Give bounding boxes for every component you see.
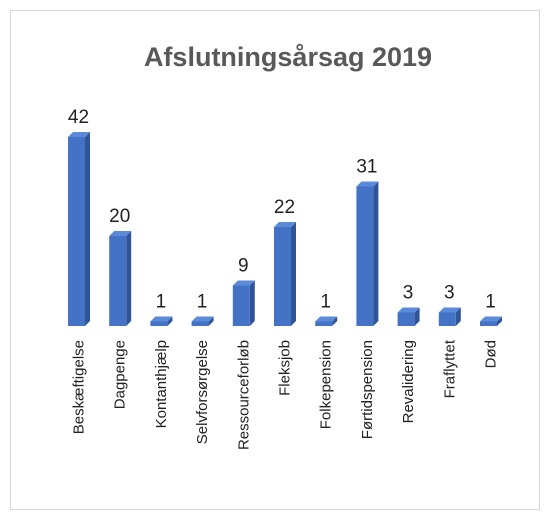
bar-side xyxy=(249,280,255,326)
bar-side xyxy=(208,316,214,326)
value-label: 1 xyxy=(197,292,208,313)
bar-top xyxy=(232,280,255,286)
bar xyxy=(109,236,127,326)
chart-title: Afslutningsårsag 2019 xyxy=(144,42,432,72)
bar-top xyxy=(109,231,132,236)
bar-top xyxy=(397,307,420,313)
value-label: 3 xyxy=(403,283,414,304)
bar-side xyxy=(332,316,338,326)
value-label: 20 xyxy=(109,206,130,227)
value-label: 1 xyxy=(156,292,167,313)
bar xyxy=(68,137,85,326)
bar xyxy=(191,321,209,326)
bar-side xyxy=(167,316,173,326)
bar-top xyxy=(438,307,461,313)
bar-top xyxy=(315,316,338,322)
x-tick-label: Dagpenge xyxy=(112,340,129,409)
x-tick-label: Ressourceforløb xyxy=(235,340,252,450)
bar-side xyxy=(497,316,502,326)
x-tick-label: Fraflyttet xyxy=(441,339,458,398)
bar-side xyxy=(414,307,420,326)
value-label: 1 xyxy=(320,292,331,313)
bar xyxy=(232,285,250,326)
bar-top xyxy=(480,316,502,322)
x-tick-label: Folkepension xyxy=(318,340,335,429)
x-tick-label: Selvforsørgelse xyxy=(194,340,211,444)
x-tick-label: Førtidspension xyxy=(359,340,376,439)
bar xyxy=(274,227,291,326)
bar-top xyxy=(191,316,214,322)
x-tick-label: Beskæftigelse xyxy=(71,340,88,434)
bar-side xyxy=(85,132,90,326)
bar xyxy=(356,186,374,326)
x-tick-label: Død xyxy=(483,340,500,368)
bar-top xyxy=(274,222,296,227)
value-label: 1 xyxy=(485,292,496,313)
bar xyxy=(397,312,415,326)
bar-side xyxy=(291,222,296,326)
bar xyxy=(315,321,333,326)
x-tick-label: Revalidering xyxy=(400,340,417,423)
value-label: 42 xyxy=(68,107,89,128)
x-tick-label: Fleksjob xyxy=(277,340,294,396)
bar-side xyxy=(126,231,132,326)
bar-top xyxy=(356,181,379,187)
bar-top xyxy=(150,316,173,322)
value-label: 31 xyxy=(356,157,377,178)
bar xyxy=(480,321,497,326)
bar-side xyxy=(455,307,461,326)
bar-top xyxy=(68,132,90,137)
value-label: 22 xyxy=(274,197,295,218)
x-tick-label: Kontanthjælp xyxy=(153,340,170,428)
value-label: 9 xyxy=(238,256,249,277)
bar-side xyxy=(373,181,379,326)
value-label: 3 xyxy=(444,283,455,304)
bar xyxy=(438,312,456,326)
bar xyxy=(150,321,168,326)
